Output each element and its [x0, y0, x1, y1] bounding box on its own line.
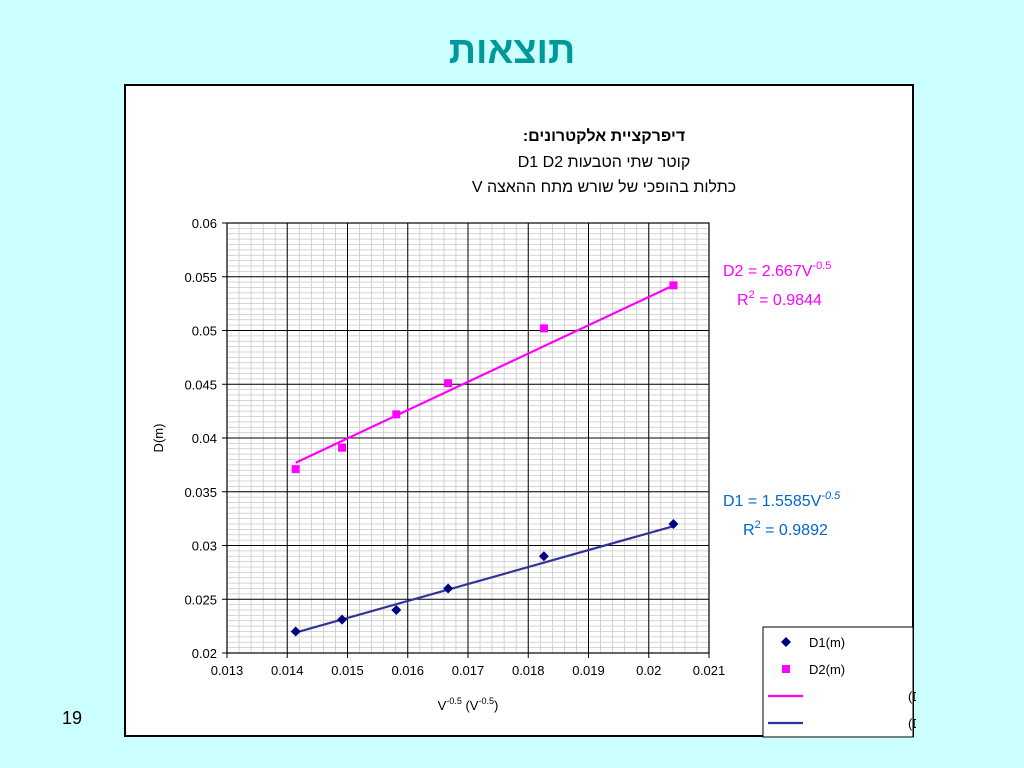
data-point-d2	[338, 443, 347, 452]
data-point-d1	[538, 551, 549, 562]
r-squared-d2: R2 = 0.9844	[737, 289, 822, 309]
plot-area-border	[226, 222, 710, 654]
chart-subtitle-1: קוטר שתי הטבעות D1 D2	[518, 154, 691, 171]
legend-label: ליניארי (D2(m))	[908, 689, 916, 704]
x-tick-label: 0.021	[693, 663, 726, 678]
chart-svg: דיפרקציית אלקטרונים: קוטר שתי הטבעות D1 D…	[151, 127, 916, 738]
data-point-d1	[290, 626, 301, 637]
data-point-d2	[392, 410, 401, 419]
y-tick-label: 0.05	[192, 324, 217, 339]
chart-title: דיפרקציית אלקטרונים:	[523, 127, 685, 145]
legend-box	[762, 626, 914, 738]
data-point-d1	[668, 519, 679, 529]
y-tick-label: 0.035	[184, 485, 217, 500]
x-tick-label: 0.013	[211, 663, 244, 678]
y-tick-label: 0.055	[184, 270, 217, 285]
slide-number: 19	[62, 708, 83, 728]
x-tick-label: 0.019	[572, 663, 605, 678]
y-axis-label: D(m)	[151, 424, 166, 453]
trendline-d2	[295, 284, 674, 464]
y-tick-label: 0.045	[184, 377, 217, 392]
legend-label: D2(m)	[809, 662, 845, 677]
trendline-equation-d1: D1 = 1.5585V-0.5	[723, 490, 841, 510]
x-axis-label: V-0.5 (V-0.5)	[438, 696, 499, 713]
data-point-d1	[391, 605, 402, 615]
data-point-d1	[443, 583, 454, 594]
data-point-d1	[337, 614, 348, 625]
data-point-d2	[291, 465, 300, 474]
trendline-equation-d2: D2 = 2.667V-0.5	[723, 260, 831, 280]
data-point-d2	[539, 324, 548, 333]
legend-marker-d1	[781, 637, 791, 647]
x-tick-label: 0.015	[331, 663, 364, 678]
slide-title: תוצאות	[448, 30, 576, 72]
legend-marker-d2	[782, 665, 790, 673]
trendline-d1	[295, 525, 674, 634]
y-tick-label: 0.06	[192, 216, 217, 231]
legend-label: D1(m)	[809, 635, 845, 650]
x-tick-label: 0.014	[271, 663, 304, 678]
y-tick-label: 0.02	[192, 646, 217, 661]
x-tick-label: 0.017	[452, 663, 485, 678]
x-tick-label: 0.016	[391, 663, 424, 678]
data-point-d2	[444, 379, 453, 388]
y-tick-label: 0.04	[192, 431, 217, 446]
x-tick-label: 0.018	[512, 663, 545, 678]
x-tick-label: 0.02	[636, 663, 661, 678]
y-tick-label: 0.03	[192, 539, 217, 554]
chart-container: דיפרקציית אלקטרונים: קוטר שתי הטבעות D1 D…	[124, 84, 916, 738]
chart-subtitle-2: כתלות בהופכי של שורש מתח ההאצה V	[472, 178, 736, 196]
legend-label: ליניארי (D1(m))	[908, 716, 916, 731]
data-point-d2	[669, 281, 678, 290]
r-squared-d1: R2 = 0.9892	[743, 519, 828, 539]
y-tick-label: 0.025	[184, 592, 217, 607]
